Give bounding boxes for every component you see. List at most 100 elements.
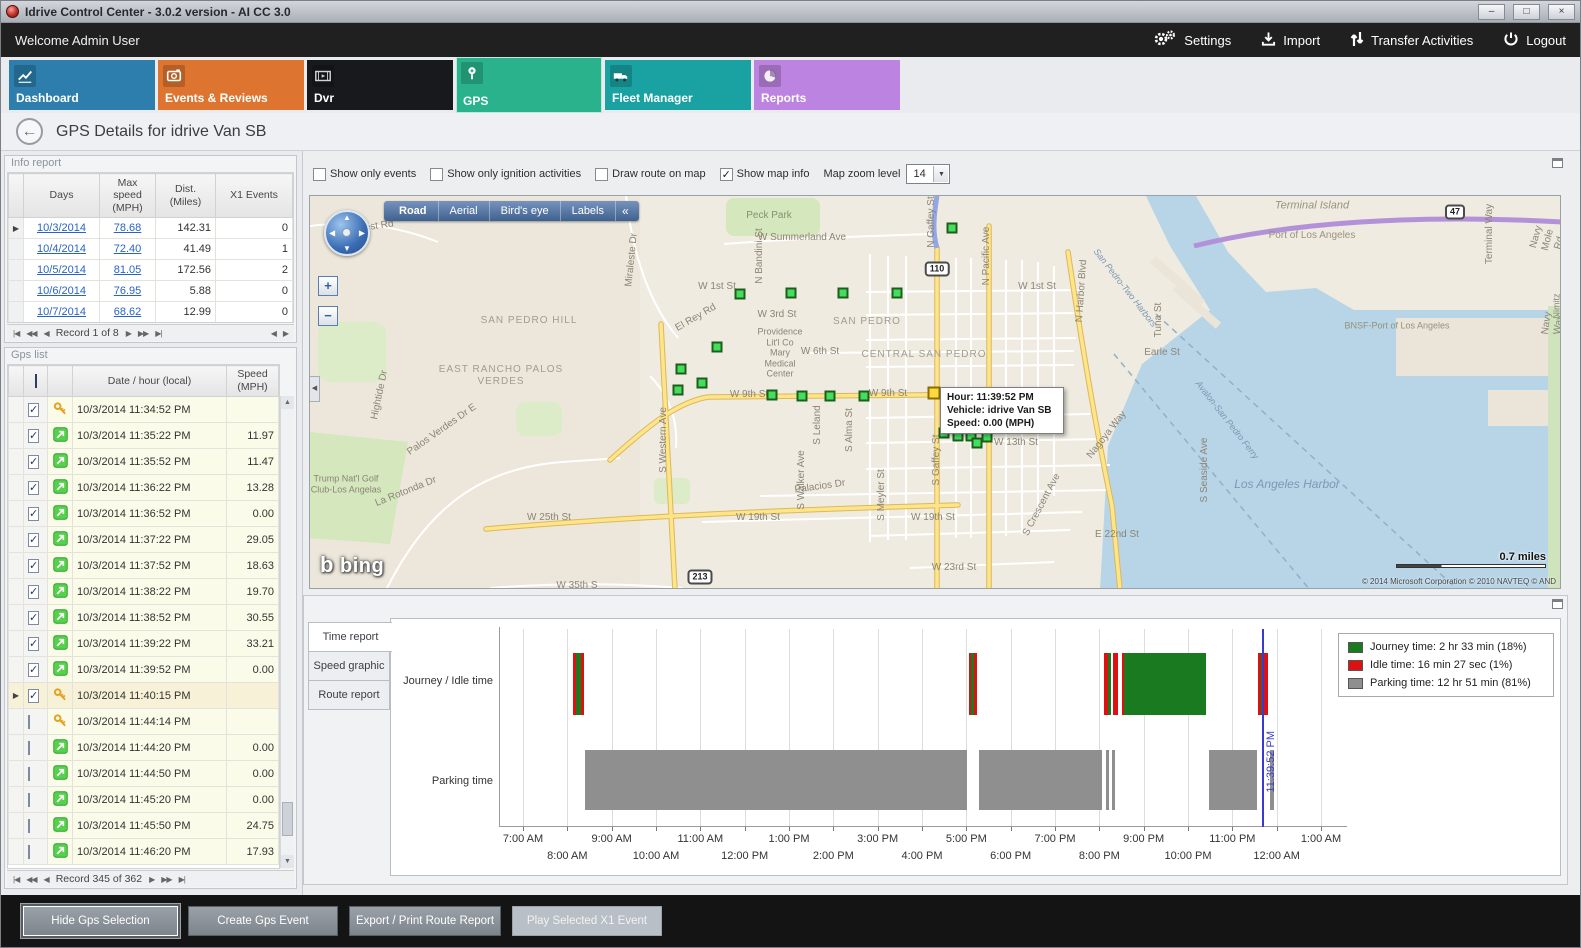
pager-next-button[interactable]: ▶	[149, 874, 155, 884]
column-header-max-speed[interactable]: Max speed (MPH)	[99, 173, 156, 218]
day-link[interactable]: 10/6/2014	[37, 285, 86, 297]
tab-route-report[interactable]: Route report	[308, 680, 390, 710]
vehicle-position-marker[interactable]	[675, 363, 687, 375]
pager-last-button[interactable]: ▶|	[178, 874, 186, 884]
row-checkbox[interactable]	[28, 844, 30, 859]
gps-list-row[interactable]: ✓ 10/3/2014 11:37:22 PM 29.05	[8, 526, 279, 553]
map-style-tab-labels[interactable]: Labels	[561, 201, 616, 221]
pan-right-icon[interactable]: ▶	[358, 228, 365, 238]
map-style-tab-road[interactable]: Road	[388, 201, 439, 221]
gps-list-row[interactable]: 10/3/2014 11:46:20 PM 17.93	[8, 838, 279, 865]
max-speed-link[interactable]: 68.62	[113, 306, 142, 318]
checkbox-icon[interactable]	[595, 167, 609, 181]
row-checkbox[interactable]	[28, 818, 30, 833]
gps-list-row[interactable]: ✓ 10/3/2014 11:38:22 PM 19.70	[8, 578, 279, 605]
vehicle-position-marker[interactable]	[734, 288, 746, 300]
row-checkbox[interactable]: ✓	[28, 584, 40, 599]
pager-first-button[interactable]: |◀	[13, 328, 20, 338]
gps-list-row[interactable]: ✓ 10/3/2014 11:35:22 PM 11.97	[8, 422, 279, 449]
gps-list-scrollbar[interactable]: ▲ ▼	[280, 396, 294, 868]
tab-gps[interactable]: GPS	[456, 57, 602, 113]
gps-list-row[interactable]: ✓ 10/3/2014 11:39:22 PM 33.21	[8, 630, 279, 657]
gps-list-row[interactable]: ✓ 10/3/2014 11:38:52 PM 30.55	[8, 604, 279, 631]
vehicle-position-marker[interactable]	[837, 287, 849, 299]
row-checkbox[interactable]: ✓	[28, 636, 40, 651]
checkbox-icon[interactable]	[313, 167, 326, 181]
vehicle-position-marker[interactable]	[891, 287, 903, 299]
import-button[interactable]: Import	[1261, 31, 1320, 50]
minimize-button[interactable]: –	[1478, 3, 1505, 20]
pager-next-page-button[interactable]: ▶▶	[161, 874, 172, 884]
map-style-tab-aerial[interactable]: Aerial	[439, 201, 490, 221]
vehicle-position-marker[interactable]	[796, 390, 808, 402]
select-all-checkbox[interactable]	[34, 373, 37, 388]
back-button[interactable]: ←	[16, 118, 43, 145]
pager-next-page-button[interactable]: ▶▶	[137, 328, 149, 338]
pan-left-icon[interactable]: ◀	[329, 228, 336, 238]
map-option-show-map-info[interactable]: ✓ Show map info	[719, 167, 810, 181]
pan-down-icon[interactable]: ▼	[343, 244, 351, 253]
gps-list-row[interactable]: 10/3/2014 11:45:50 PM 24.75	[8, 812, 279, 839]
pan-up-icon[interactable]: ▲	[343, 213, 351, 222]
vehicle-position-marker[interactable]	[672, 384, 684, 396]
tab-speed-graphic[interactable]: Speed graphic	[308, 651, 390, 681]
day-link[interactable]: 10/3/2014	[37, 222, 86, 234]
map-pan-compass[interactable]: ▲ ▼ ◀ ▶	[324, 210, 370, 256]
gps-list-row[interactable]: ✓ 10/3/2014 11:36:22 PM 13.28	[8, 474, 279, 501]
scroll-down-icon[interactable]: ▼	[281, 855, 294, 868]
row-checkbox[interactable]: ✓	[28, 402, 40, 417]
pager-prev-button[interactable]: ◀	[43, 874, 50, 884]
gps-list-row[interactable]: ✓ 10/3/2014 11:36:52 PM 0.00	[8, 500, 279, 527]
pager-next-button[interactable]: ▶	[125, 328, 132, 338]
row-checkbox[interactable]: ✓	[28, 688, 40, 703]
transfer-activities-button[interactable]: Transfer Activities	[1350, 31, 1473, 50]
info-report-row[interactable]: 10/4/2014 72.40 41.49 1	[8, 238, 293, 260]
scroll-up-icon[interactable]: ▲	[281, 396, 294, 409]
gps-list-row[interactable]: 10/3/2014 11:44:50 PM 0.00	[8, 760, 279, 787]
column-header-speed[interactable]: Speed (MPH)	[226, 365, 279, 397]
scrollbar-thumb[interactable]	[282, 801, 293, 836]
gps-list-row[interactable]: 10/3/2014 11:44:14 PM	[8, 708, 279, 735]
vehicle-position-marker[interactable]	[824, 390, 836, 402]
maximize-button[interactable]: □	[1513, 3, 1540, 20]
create-gps-event-button[interactable]: Create Gps Event	[188, 906, 338, 936]
checkbox-icon[interactable]: ✓	[719, 167, 733, 181]
compass-center-icon[interactable]	[342, 228, 351, 237]
vehicle-position-marker[interactable]	[696, 377, 708, 389]
pager-last-button[interactable]: ▶|	[155, 328, 162, 338]
info-report-row[interactable]: 10/6/2014 76.95 5.88 0	[8, 280, 293, 302]
row-checkbox[interactable]: ✓	[28, 506, 40, 521]
checkbox-icon[interactable]	[430, 167, 444, 181]
max-speed-link[interactable]: 72.40	[113, 243, 142, 255]
tab-time-report[interactable]: Time report	[308, 622, 392, 652]
row-checkbox[interactable]: ✓	[28, 454, 40, 469]
settings-button[interactable]: Settings	[1153, 30, 1231, 50]
play-selected-x1-event-button[interactable]: Play Selected X1 Event	[512, 906, 662, 936]
hscroll-left-button[interactable]: ◀	[270, 328, 277, 338]
row-checkbox[interactable]	[28, 792, 30, 807]
row-checkbox[interactable]	[28, 740, 30, 755]
column-header-datetime[interactable]: Date / hour (local)	[72, 365, 227, 397]
row-checkbox[interactable]: ✓	[28, 428, 40, 443]
maximize-map-panel-icon[interactable]	[1552, 158, 1563, 168]
day-link[interactable]: 10/4/2014	[37, 243, 86, 255]
day-link[interactable]: 10/7/2014	[37, 306, 86, 318]
zoom-in-button[interactable]: +	[318, 276, 338, 296]
column-header-days[interactable]: Days	[23, 173, 100, 218]
map-style-tab-bird-s-eye[interactable]: Bird's eye	[490, 201, 561, 221]
map-option-show-only-ignition-activities[interactable]: Show only ignition activities	[430, 167, 581, 181]
tab-events-reviews[interactable]: Events & Reviews	[158, 60, 304, 110]
pager-prev-button[interactable]: ◀	[43, 328, 50, 338]
vehicle-position-marker[interactable]	[946, 222, 958, 234]
row-checkbox[interactable]: ✓	[28, 662, 40, 677]
vehicle-position-marker[interactable]	[711, 341, 723, 353]
gps-list-row[interactable]: ▶ ✓ 10/3/2014 11:40:15 PM	[8, 682, 279, 709]
row-checkbox[interactable]: ✓	[28, 532, 40, 547]
tab-reports[interactable]: Reports	[754, 60, 900, 110]
max-speed-link[interactable]: 81.05	[113, 264, 142, 276]
info-report-row[interactable]: 10/7/2014 68.62 12.99 0	[8, 301, 293, 322]
gps-list-row[interactable]: 10/3/2014 11:45:20 PM 0.00	[8, 786, 279, 813]
zoom-out-button[interactable]: −	[318, 306, 338, 326]
column-header-dist[interactable]: Dist. (Miles)	[155, 173, 216, 218]
info-report-row[interactable]: 10/5/2014 81.05 172.56 2	[8, 259, 293, 281]
